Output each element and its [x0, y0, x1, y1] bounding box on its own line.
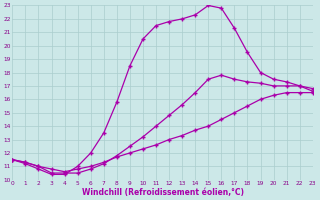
X-axis label: Windchill (Refroidissement éolien,°C): Windchill (Refroidissement éolien,°C)	[82, 188, 244, 197]
